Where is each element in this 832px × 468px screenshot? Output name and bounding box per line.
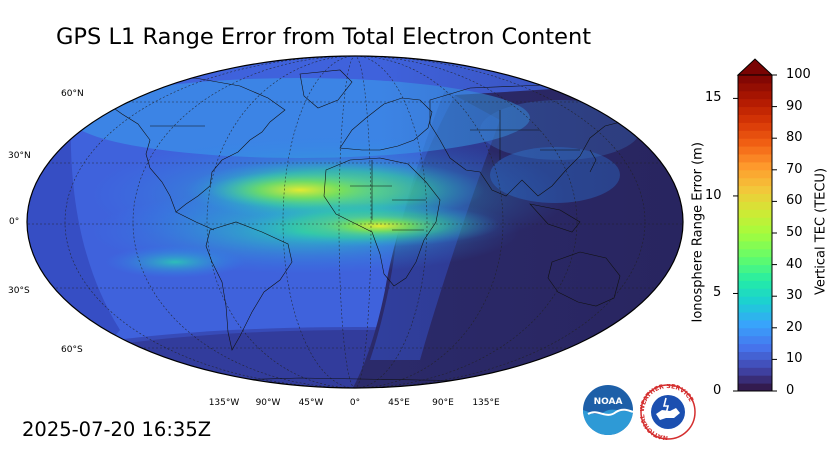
- noaa-logo-text: NOAA: [594, 397, 623, 407]
- lon-label-90e: 90°E: [432, 398, 454, 408]
- colorbar-band: [738, 161, 772, 171]
- colorbar-band: [738, 319, 772, 329]
- tec-tick-label: 40: [786, 256, 803, 272]
- tec-axis-label: Vertical TEC (TECU): [813, 167, 829, 296]
- tec-tick-label: 80: [786, 130, 803, 146]
- colorbar-band: [738, 193, 772, 202]
- tec-tick-label: 0: [786, 383, 795, 398]
- colorbar-band: [738, 146, 772, 155]
- lon-label-135e: 135°E: [472, 398, 500, 408]
- colorbar-band: [738, 335, 772, 345]
- colorbar-bands: [738, 75, 772, 392]
- colorbar-band: [738, 82, 772, 92]
- colorbar-band: [738, 256, 772, 266]
- colorbar-band: [738, 240, 772, 250]
- colorbar-band: [738, 154, 772, 163]
- map-title: GPS L1 Range Error from Total Electron C…: [56, 24, 592, 50]
- tec-tick-label: 60: [786, 193, 803, 209]
- colorbar-band: [738, 217, 772, 226]
- colorbar-band: [738, 280, 772, 289]
- colorbar-extend-arrow: [736, 58, 774, 76]
- timestamp: 2025-07-20 16:35Z: [22, 418, 212, 441]
- nws-logo: NATIONAL WEATHER SERVICE: [640, 384, 696, 440]
- lon-label-135w: 135°W: [208, 398, 240, 408]
- colorbar-band: [738, 248, 772, 258]
- range-error-tick-label: 0: [713, 383, 722, 398]
- graticule: [27, 56, 683, 388]
- lat-label-60n: 60°N: [61, 89, 84, 99]
- colorbar-band: [738, 106, 772, 115]
- colorbar-band: [738, 264, 772, 273]
- colorbar-band: [738, 296, 772, 305]
- colorbar-band: [738, 114, 772, 123]
- colorbar-band: [738, 209, 772, 218]
- colorbar-band: [738, 312, 772, 321]
- lon-label-45w: 45°W: [298, 398, 324, 408]
- colorbar-band: [738, 383, 772, 392]
- colorbar-band: [738, 225, 772, 234]
- tec-tick-label: 10: [786, 351, 803, 367]
- noaa-logo: NOAA: [583, 385, 634, 435]
- colorbar-band: [738, 359, 772, 368]
- range-error-tick-label: 10: [705, 187, 722, 203]
- lat-label-30s: 30°S: [8, 286, 30, 296]
- tec-tick-label: 30: [786, 288, 803, 304]
- colorbar-band: [738, 169, 772, 179]
- lon-label-45e: 45°E: [388, 398, 410, 408]
- colorbar-left-ticks: [733, 97, 738, 392]
- lat-label-60s: 60°S: [61, 345, 83, 355]
- range-error-axis-label: Ionosphere Range Error (m): [690, 142, 706, 323]
- colorbar-band: [738, 375, 772, 384]
- lat-label-30n: 30°N: [8, 151, 31, 161]
- colorbar-band: [738, 75, 772, 84]
- globe-outline: [26, 55, 684, 389]
- colorbar-band: [738, 138, 772, 147]
- tec-tick-label: 20: [786, 319, 803, 335]
- colorbar-band: [738, 201, 772, 210]
- colorbar-band: [738, 185, 772, 194]
- colorbar-band: [738, 327, 772, 337]
- lon-label-0: 0°: [349, 398, 361, 408]
- colorbar-right-ticks: [772, 74, 777, 392]
- colorbar-band: [738, 130, 772, 139]
- colorbar-band: [738, 304, 772, 313]
- range-error-tick-label: 15: [705, 90, 722, 106]
- lat-label-0: 0°: [9, 217, 20, 227]
- range-error-tick-label: 5: [713, 285, 722, 301]
- colorbar-band: [738, 177, 772, 187]
- colorbar-band: [738, 122, 772, 131]
- tec-tick-label: 100: [786, 67, 811, 82]
- colorbar-band: [738, 272, 772, 281]
- colorbar-band: [738, 367, 772, 376]
- tec-tick-label: 50: [786, 225, 803, 240]
- lon-label-90w: 90°W: [255, 398, 281, 408]
- colorbar-band: [738, 98, 772, 108]
- tec-tick-label: 90: [786, 98, 803, 114]
- tec-tick-label: 70: [786, 161, 803, 177]
- colorbar-band: [738, 343, 772, 352]
- colorbar-band: [738, 233, 772, 242]
- colorbar-band: [738, 90, 772, 100]
- colorbar-band: [738, 351, 772, 360]
- colorbar-band: [738, 288, 772, 297]
